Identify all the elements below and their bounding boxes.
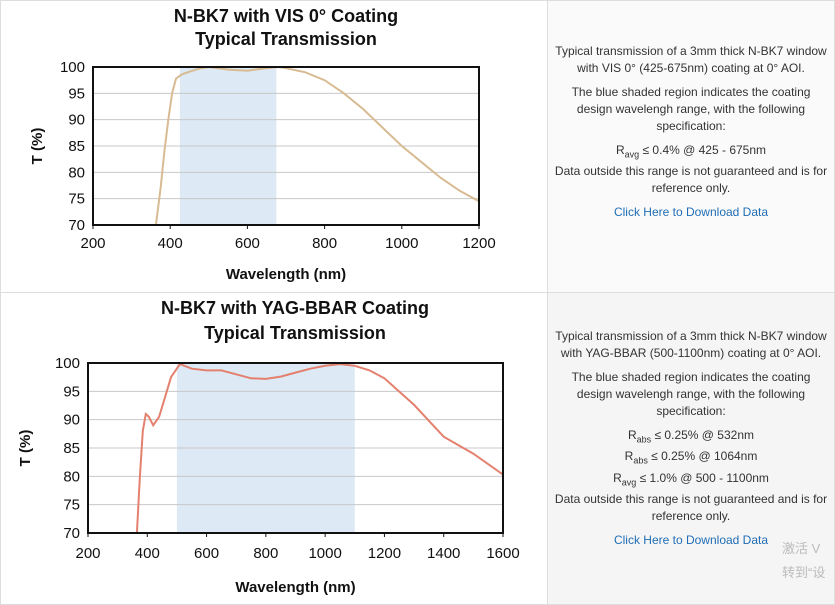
y-tick-label: 75 <box>63 497 80 514</box>
x-tick-label: 400 <box>158 235 183 252</box>
y-tick-label: 80 <box>68 164 85 181</box>
description: Typical transmission of a 3mm thick N-BK… <box>555 329 827 360</box>
text-cell <box>547 292 835 605</box>
x-tick-label: 1400 <box>427 545 460 562</box>
y-tick-label: 100 <box>60 59 85 76</box>
x-tick-label: 1200 <box>462 235 495 252</box>
spec-symbol: R <box>613 470 622 485</box>
x-tick-label: 1000 <box>308 545 341 562</box>
x-tick-label: 400 <box>135 545 160 562</box>
chart-subtitle: Typical Transmission <box>195 29 377 49</box>
y-tick-label: 85 <box>68 138 85 155</box>
x-tick-label: 800 <box>253 545 278 562</box>
spec: Ravg ≤ 0.4% @ 425 - 675nm <box>616 142 766 163</box>
x-axis-label: Wavelength (nm) <box>235 579 355 596</box>
spec: Ravg ≤ 1.0% @ 500 - 1100nm <box>613 470 769 491</box>
x-axis-label: Wavelength (nm) <box>226 266 346 283</box>
y-tick-label: 75 <box>68 191 85 208</box>
watermark: 激活 V <box>782 541 821 556</box>
y-tick-label: 70 <box>68 217 85 234</box>
x-tick-label: 1200 <box>368 545 401 562</box>
shading-note: The blue shaded region indicates the coa… <box>571 370 811 418</box>
data-line <box>154 65 479 225</box>
spec-sub: abs <box>636 434 652 445</box>
spec-text: ≤ 0.25% @ 532nm <box>654 428 755 442</box>
spec-text: ≤ 0.4% @ 425 - 675nm <box>642 143 767 157</box>
y-tick-label: 95 <box>68 85 85 102</box>
download-link[interactable]: Click Here to Download Data <box>613 533 769 548</box>
panel-text: Typical transmission of a 3mm thick N-BK… <box>548 43 834 221</box>
y-tick-label: 90 <box>63 412 80 429</box>
spec-symbol: R <box>627 428 637 442</box>
spec-symbol: R <box>624 449 634 464</box>
watermark: 转到“设 <box>782 565 826 580</box>
spec-sub: abs <box>633 455 648 466</box>
y-axis-label: T (%) <box>17 430 34 467</box>
spec-text: ≤ 0.25% @ 1064nm <box>651 449 758 464</box>
shading-note: The blue shaded region indicates the coa… <box>571 85 811 133</box>
x-tick-label: 200 <box>75 545 100 562</box>
y-tick-label: 70 <box>63 525 80 542</box>
description: Typical transmission of a 3mm thick N-BK… <box>555 44 827 75</box>
specs: Ravg ≤ 0.4% @ 425 - 675nm <box>616 142 766 163</box>
plot-frame <box>87 362 504 534</box>
x-tick-label: 800 <box>312 235 337 252</box>
y-tick-label: 95 <box>63 383 80 400</box>
x-tick-label: 600 <box>194 545 219 562</box>
spec-text: ≤ 1.0% @ 500 - 1100nm <box>639 470 769 485</box>
data-line <box>135 362 503 533</box>
x-tick-label: 600 <box>235 235 260 252</box>
charts: N-BK7 with VIS 0° Coating Typical Transmi… <box>17 6 520 596</box>
panel-text: Typical transmission of a 3mm thick N-BK… <box>548 328 834 549</box>
plot-frame <box>92 66 480 226</box>
chart-title: N-BK7 with VIS 0° Coating <box>174 6 398 26</box>
disclaimer: Data outside this range is not guarantee… <box>554 164 828 196</box>
x-tick-label: 200 <box>80 235 105 252</box>
spec: Rabs ≤ 0.25% @ 532nm <box>613 427 769 448</box>
spec-sub: avg <box>624 149 640 160</box>
x-tick-label: 1000 <box>385 235 418 252</box>
y-axis-label: T (%) <box>29 128 46 165</box>
chart-subtitle: Typical Transmission <box>204 323 386 343</box>
specs: Rabs ≤ 0.25% @ 532nm Rabs ≤ 0.25% @ 1064n… <box>613 427 769 491</box>
spec-sub: avg <box>621 477 637 488</box>
y-tick-label: 80 <box>63 468 80 485</box>
x-tick-label: 1600 <box>486 545 519 562</box>
download-link[interactable]: Click Here to Download Data <box>613 205 769 220</box>
spec-symbol: R <box>615 143 625 157</box>
y-tick-label: 100 <box>55 355 80 372</box>
chart-title: N-BK7 with YAG-BBAR Coating <box>161 298 429 318</box>
spec: Rabs ≤ 0.25% @ 1064nm <box>613 448 769 469</box>
disclaimer: Data outside this range is not guarantee… <box>554 492 828 524</box>
y-tick-label: 85 <box>63 440 80 457</box>
y-tick-label: 90 <box>68 112 85 129</box>
